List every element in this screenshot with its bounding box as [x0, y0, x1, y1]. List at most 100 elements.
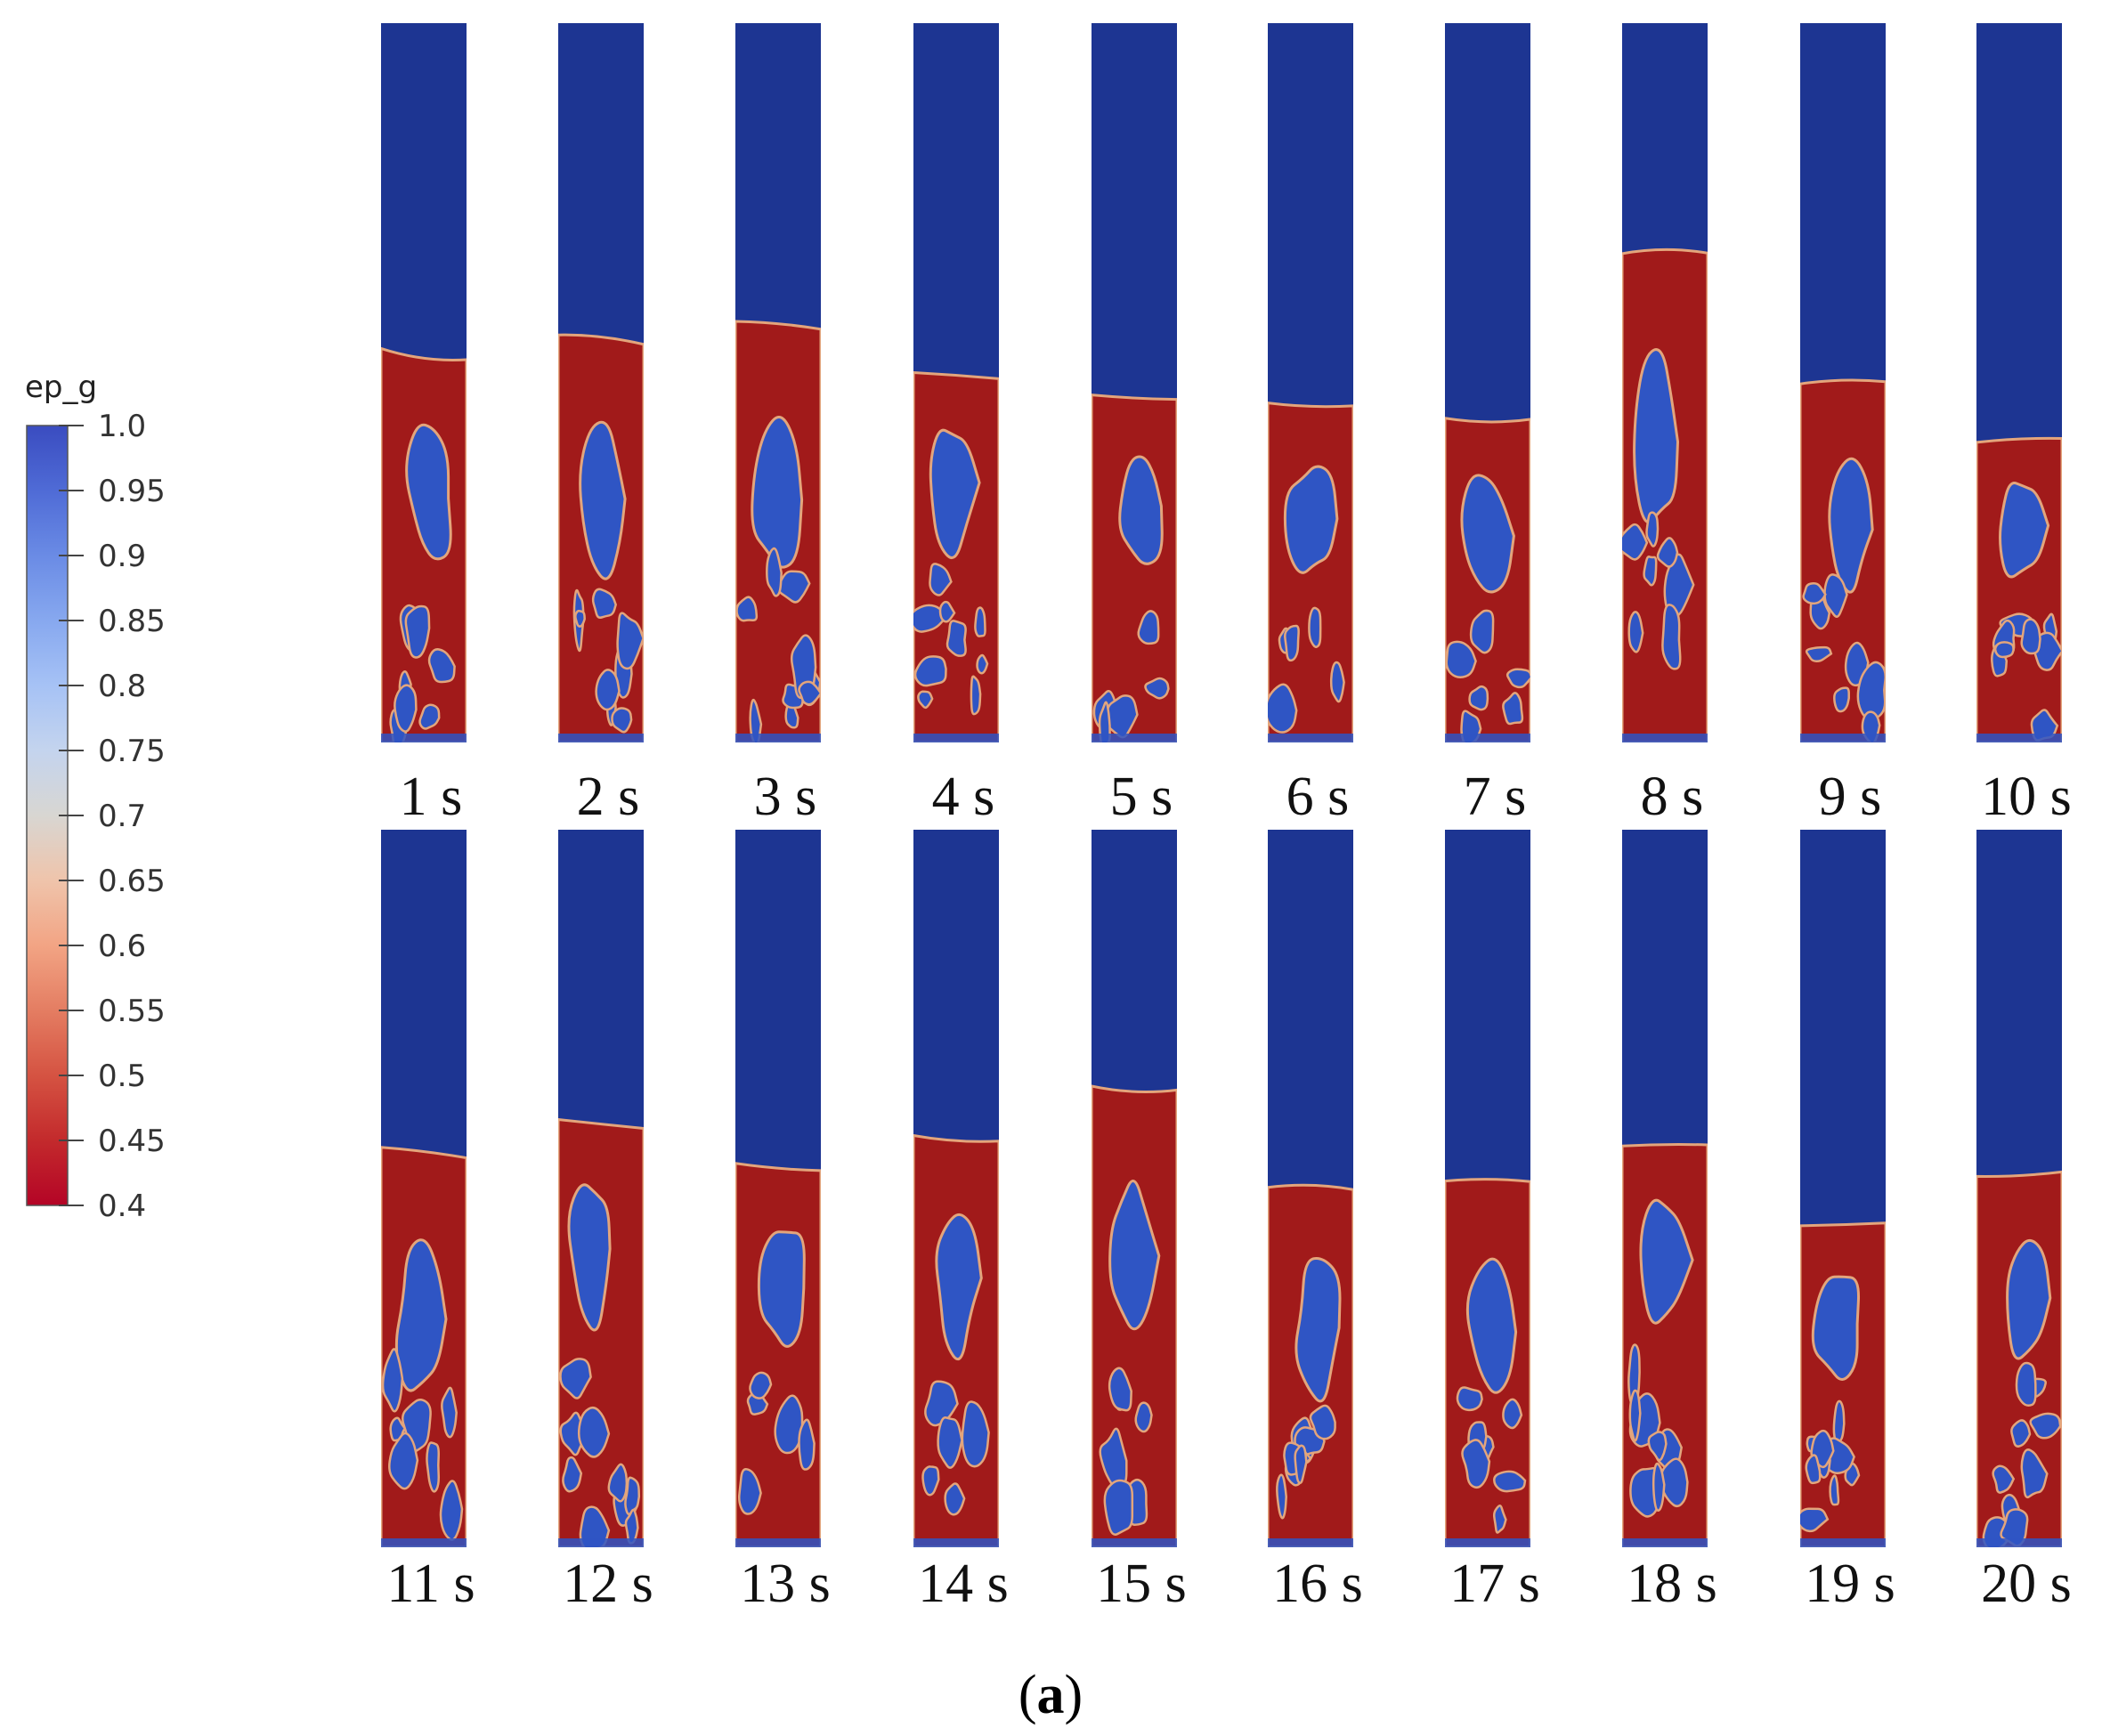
bed-snapshot	[1445, 23, 1530, 742]
distributor-jets	[1976, 1538, 2062, 1547]
gas-bubble	[1661, 604, 1682, 670]
gas-bubble	[917, 690, 934, 710]
gas-bubble	[1103, 1479, 1134, 1536]
gas-bubble	[913, 604, 946, 633]
gas-bubble	[1502, 1398, 1523, 1430]
gas-bubble	[1829, 1474, 1840, 1506]
gas-bubble	[2010, 1419, 2032, 1448]
gas-bubble	[1108, 1180, 1161, 1331]
gas-bubble	[1645, 511, 1660, 548]
gas-bubble	[1652, 1462, 1666, 1512]
bed-snapshot	[1800, 23, 1886, 742]
time-label: 19 s	[1805, 1553, 1895, 1614]
gas-bubble	[1999, 482, 2050, 579]
gas-bubble	[559, 1358, 592, 1399]
distributor-jets	[381, 734, 467, 742]
gas-bubble	[938, 600, 956, 623]
time-label: 6 s	[1286, 767, 1350, 827]
distributor-jets	[558, 1538, 644, 1547]
bed-snapshot	[735, 830, 821, 1547]
gas-bubble	[1134, 1401, 1153, 1433]
gas-bubble	[798, 1418, 816, 1471]
gas-bubble	[1627, 611, 1644, 653]
bed-snapshot	[1092, 23, 1177, 742]
gas-bubble	[1823, 573, 1848, 618]
gas-bubble	[394, 1238, 448, 1392]
gas-bubble	[1856, 661, 1886, 721]
distributor-jets	[558, 734, 644, 742]
gas-bubble	[1294, 1257, 1342, 1403]
gas-bubble	[595, 669, 621, 711]
distributor-jets	[1976, 734, 2062, 742]
gas-bubble	[913, 655, 947, 687]
gas-bubble	[2015, 1361, 2037, 1407]
bed-snapshot	[913, 23, 999, 742]
gas-bubble	[611, 707, 633, 734]
gas-bubble	[1284, 624, 1300, 662]
gas-bubble	[1276, 1473, 1287, 1520]
gas-bubble	[937, 1416, 963, 1469]
gas-bubble	[1505, 668, 1530, 689]
colorbar-tick-label: 0.55	[98, 994, 166, 1029]
bed-snapshot	[1445, 830, 1530, 1547]
gas-bubble	[1283, 465, 1339, 574]
gas-bubble	[1445, 640, 1477, 678]
gas-bubble	[1622, 523, 1649, 561]
time-label: 17 s	[1449, 1553, 1540, 1614]
distributor-jets	[735, 1538, 821, 1547]
gas-bubble	[381, 1348, 404, 1413]
figure-caption: (a)	[1018, 1665, 1083, 1725]
gas-bubble	[944, 1482, 966, 1516]
gas-bubble	[418, 703, 441, 730]
colorbar-bar	[26, 425, 69, 1206]
gas-bubble	[1811, 1275, 1861, 1381]
bed-snapshot	[1092, 830, 1177, 1547]
colorbar-tick-label: 0.75	[98, 734, 166, 769]
time-label: 16 s	[1272, 1553, 1363, 1614]
gas-bubble	[1663, 553, 1695, 619]
bed-snapshot	[735, 23, 821, 742]
gas-bubble	[924, 1380, 959, 1427]
colorbar-tick-label: 0.8	[98, 669, 146, 704]
gas-bubble	[735, 596, 759, 622]
bed-snapshot	[1268, 23, 1353, 742]
gas-bubble	[1639, 1198, 1694, 1325]
gas-bubble	[974, 606, 986, 637]
gas-bubble	[2020, 618, 2041, 655]
time-label: 13 s	[740, 1553, 831, 1614]
gas-bubble	[607, 1463, 629, 1503]
gas-bubble	[935, 1213, 983, 1360]
gas-bubble	[737, 1467, 762, 1515]
gas-bubble	[766, 547, 783, 597]
time-label: 1 s	[399, 767, 463, 827]
gas-bubble	[749, 1371, 773, 1399]
gas-bubble	[1294, 1444, 1308, 1485]
time-label: 7 s	[1463, 767, 1527, 827]
gas-bubble	[1992, 1464, 2016, 1494]
time-label: 10 s	[1981, 767, 2072, 827]
gas-bubble	[1833, 686, 1850, 713]
gas-bubble	[439, 1480, 464, 1541]
bed-snapshot	[913, 830, 999, 1547]
solid-bed	[1800, 1221, 1886, 1547]
gas-bubble	[1469, 609, 1495, 654]
time-label: 11 s	[386, 1553, 475, 1614]
gas-bubble	[1832, 1399, 1846, 1446]
gas-bubble	[1268, 683, 1298, 734]
gas-bubble	[1656, 537, 1679, 568]
bed-snapshot	[381, 23, 467, 742]
time-label: 5 s	[1109, 767, 1173, 827]
gas-bubble	[798, 680, 821, 706]
gas-bubble	[2029, 1412, 2062, 1440]
distributor-jets	[1268, 1538, 1353, 1547]
gas-bubble	[1118, 455, 1164, 565]
distributor-jets	[1445, 734, 1530, 742]
gas-bubble	[757, 1230, 806, 1348]
time-label: 15 s	[1096, 1553, 1187, 1614]
colorbar-tick-label: 0.4	[98, 1188, 146, 1224]
gas-bubble	[1993, 641, 2015, 659]
distributor-jets	[1622, 1538, 1708, 1547]
colorbar-tick-label: 0.45	[98, 1124, 166, 1159]
colorbar-tick-label: 0.7	[98, 799, 146, 834]
